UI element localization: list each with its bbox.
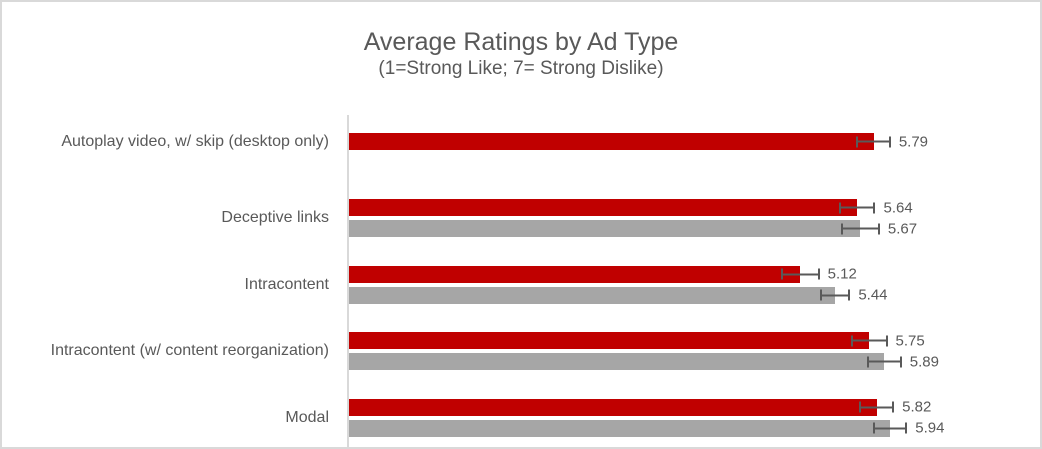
category-row: Intracontent (w/ content reorganization)… <box>2 316 1040 382</box>
value-label: 5.44 <box>858 286 888 304</box>
category-label: Intracontent <box>244 275 330 293</box>
value-label: 5.64 <box>883 199 913 217</box>
error-bar <box>840 223 880 235</box>
bar-red <box>349 265 801 283</box>
category-label: Deceptive links <box>221 209 329 227</box>
error-bar <box>850 335 888 347</box>
category-label: Modal <box>285 408 329 426</box>
bar-red <box>349 398 877 416</box>
bar-red <box>349 332 870 350</box>
bar-red <box>349 133 874 150</box>
value-label: 5.75 <box>895 332 925 350</box>
error-bar <box>872 422 908 434</box>
error-bar <box>859 401 895 413</box>
error-bar <box>820 289 851 301</box>
error-bar <box>780 268 820 280</box>
error-bar <box>867 356 902 368</box>
error-bar <box>838 202 876 214</box>
bar-gray <box>349 419 890 437</box>
category-label: Intracontent (w/ content reorganization) <box>50 342 329 360</box>
category-row: Intracontent 5.12 5.44 <box>2 250 1040 316</box>
value-label: 5.12 <box>827 265 857 283</box>
category-row: Autoplay video, w/ skip (desktop only) 5.… <box>2 117 1040 183</box>
bar-red <box>349 199 858 217</box>
value-label: 5.94 <box>915 419 945 437</box>
value-label: 5.67 <box>887 220 918 238</box>
chart-title: Average Ratings by Ad Type <box>363 28 679 56</box>
category-row: Deceptive links 5.64 5.67 <box>2 183 1040 249</box>
value-label: 5.82 <box>902 398 932 416</box>
value-label: 5.79 <box>898 133 929 150</box>
category-label: Autoplay video, w/ skip (desktop only) <box>61 132 329 150</box>
category-row: Modal 5.82 5.94 <box>2 383 1040 447</box>
error-bar <box>856 136 891 147</box>
bar-gray <box>349 353 885 371</box>
value-label: 5.89 <box>909 353 939 371</box>
bar-gray <box>349 286 836 304</box>
chart-subtitle: (1=Strong Like; 7= Strong Dislike) <box>378 58 664 79</box>
bar-gray <box>349 220 861 238</box>
y-axis-line <box>347 115 349 447</box>
